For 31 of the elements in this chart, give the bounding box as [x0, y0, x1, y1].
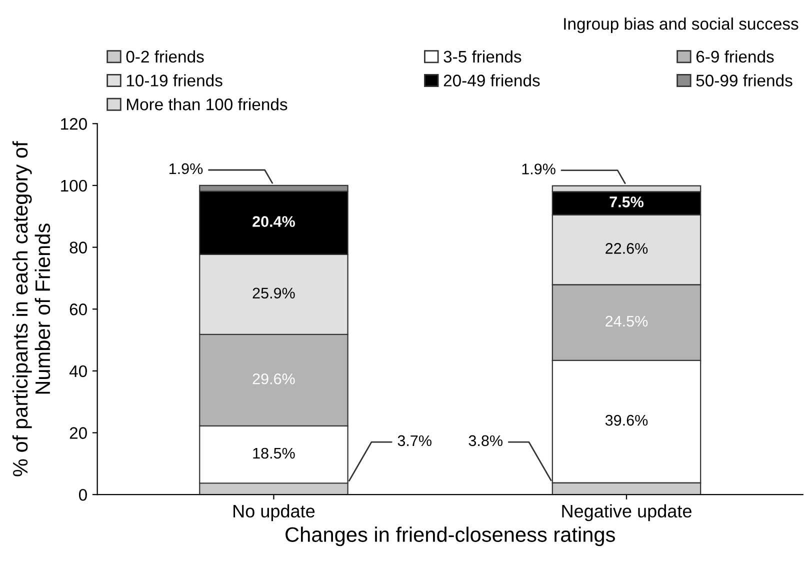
data-label: 7.5%	[610, 196, 644, 208]
data-label: 29.6%	[252, 373, 295, 384]
data-label: 1.9%	[522, 164, 556, 174]
legend-label: 10-19 friends	[126, 74, 222, 86]
data-label: 3.7%	[398, 435, 432, 446]
legend-label: 6-9 friends	[696, 50, 774, 63]
legend-label: 20-49 friends	[444, 74, 540, 86]
x-tick-label: No update	[234, 504, 315, 522]
data-label: 24.5%	[606, 316, 648, 327]
y-tick-label: 60	[70, 304, 87, 316]
data-label: 22.6%	[606, 243, 648, 254]
y-tick-label: 40	[69, 365, 87, 378]
data-label: 25.9%	[252, 288, 295, 299]
y-tick-label: 100	[61, 180, 87, 192]
y-tick-label: 20	[70, 427, 87, 439]
data-label: 3.8%	[468, 435, 502, 446]
data-label: 1.9%	[170, 163, 203, 174]
data-label: 18.5%	[253, 448, 295, 459]
legend-label: More than 100 friends	[127, 98, 288, 110]
y-tick-label: 120	[61, 118, 87, 130]
y-tick-label: 0	[78, 488, 87, 501]
y-axis-title: % of participants in each category of Number of Friends	[12, 141, 50, 476]
legend-label: 0-2 friends	[126, 50, 204, 63]
data-label: 39.6%	[605, 414, 648, 426]
y-tick-label: 80	[70, 242, 87, 254]
legend-label: 3-5 friends	[444, 50, 522, 63]
x-tick-label: Negative update	[562, 504, 692, 522]
chart-title: Ingroup bias and social success	[564, 18, 798, 34]
data-label: 20.4%	[252, 216, 295, 227]
x-axis-title: Changes in friend-closeness ratings	[286, 526, 615, 546]
legend-label: 50-99 friends	[696, 74, 792, 86]
